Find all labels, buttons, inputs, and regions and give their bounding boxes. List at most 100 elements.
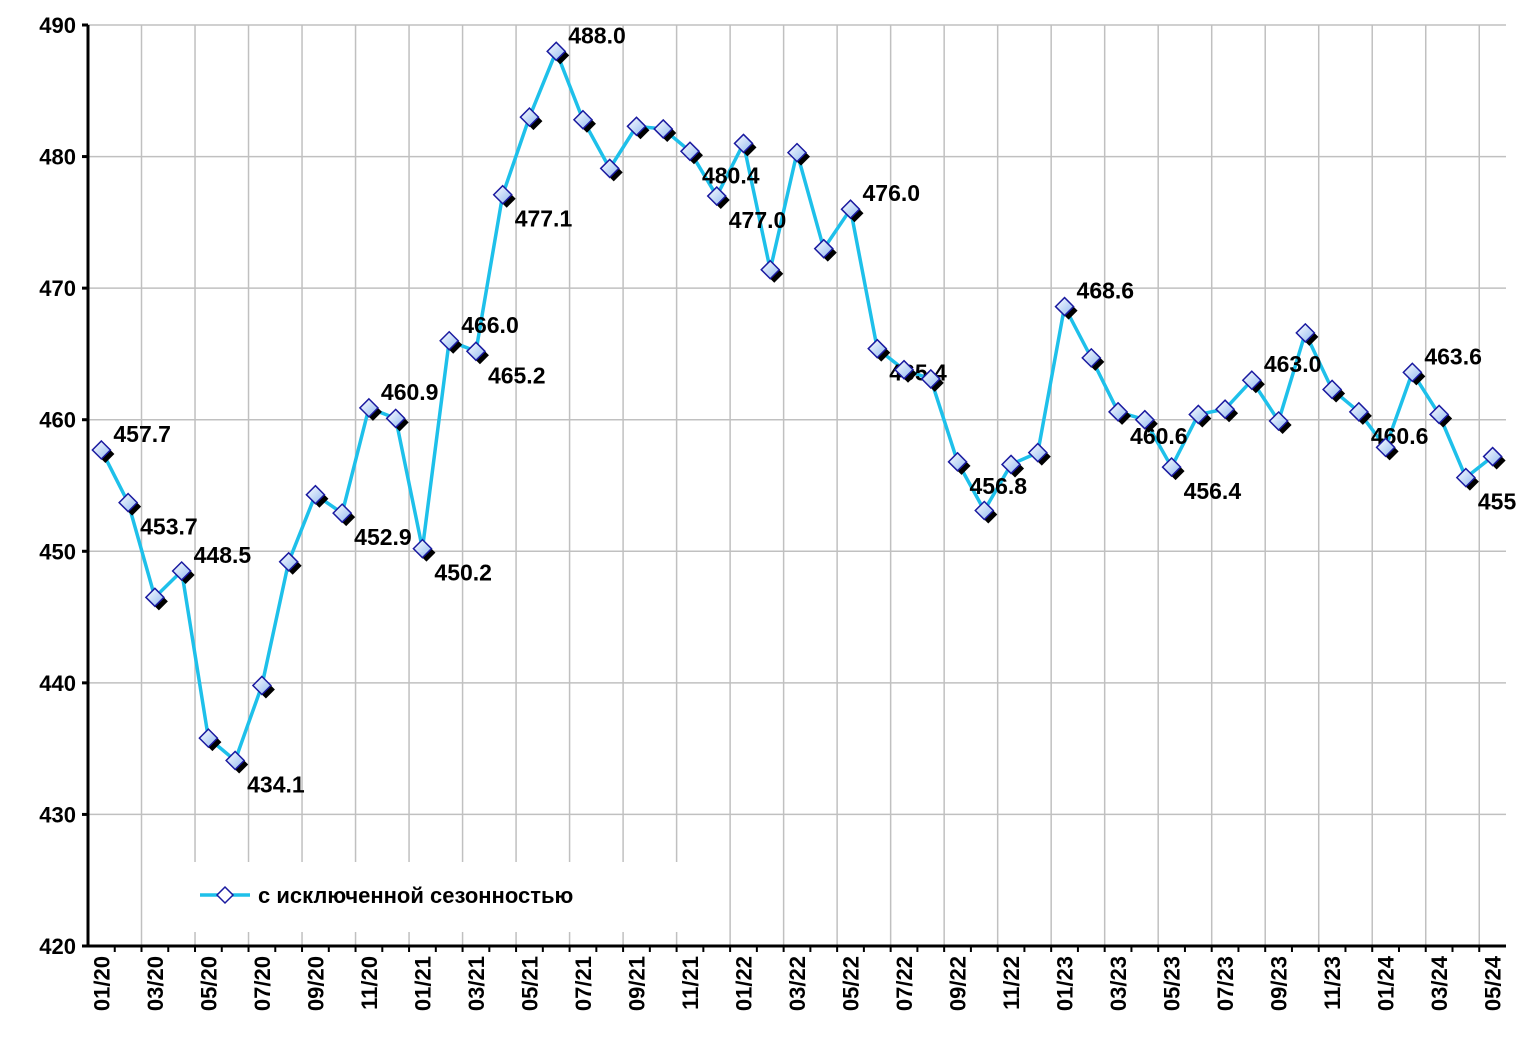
marker — [465, 341, 487, 362]
x-tick-label: 01/22 — [731, 956, 756, 1011]
x-tick-label: 09/23 — [1267, 956, 1292, 1011]
marker — [1027, 442, 1048, 463]
marker — [1348, 401, 1369, 422]
marker — [519, 107, 540, 128]
x-tick-label: 07/23 — [1213, 956, 1238, 1011]
x-tick-label: 05/23 — [1160, 956, 1185, 1011]
data-label: 456.4 — [1184, 478, 1242, 504]
data-label: 460.9 — [381, 379, 439, 405]
marker — [653, 118, 674, 140]
marker — [439, 330, 460, 351]
y-tick-label: 440 — [39, 671, 76, 696]
y-tick-label: 450 — [39, 539, 76, 564]
data-label: 463.0 — [1264, 351, 1322, 377]
marker — [760, 259, 781, 280]
marker — [1241, 370, 1262, 391]
marker — [572, 109, 594, 130]
y-tick-label: 460 — [39, 408, 76, 433]
legend-box — [150, 862, 710, 932]
y-tick-label: 420 — [39, 934, 76, 959]
marker — [679, 141, 701, 162]
x-tick-label: 05/24 — [1481, 955, 1506, 1011]
marker — [1134, 409, 1155, 430]
marker — [813, 238, 834, 259]
x-tick-label: 01/21 — [410, 956, 435, 1011]
marker — [91, 439, 112, 461]
marker — [1268, 410, 1289, 432]
x-tick-label: 03/24 — [1427, 955, 1452, 1011]
x-tick-label: 07/20 — [250, 956, 275, 1011]
x-tick-label: 03/20 — [143, 956, 168, 1011]
legend-label: с исключенной сезонностью — [258, 883, 573, 908]
marker — [786, 142, 808, 163]
x-tick-label: 09/20 — [303, 956, 328, 1011]
x-tick-label: 01/24 — [1374, 955, 1399, 1011]
marker — [358, 397, 379, 418]
marker — [546, 41, 567, 62]
marker — [1054, 296, 1075, 317]
y-tick-label: 470 — [39, 276, 76, 301]
marker — [947, 451, 968, 472]
x-tick-label: 01/20 — [89, 956, 114, 1011]
marker — [305, 484, 326, 505]
marker — [1322, 379, 1343, 400]
data-label: 450.2 — [434, 560, 492, 586]
data-label: 434.1 — [247, 771, 305, 797]
marker — [385, 408, 406, 429]
x-tick-label: 09/21 — [624, 956, 649, 1011]
marker — [225, 750, 246, 771]
data-label: 480.4 — [702, 162, 760, 188]
data-label: 455.6 — [1478, 489, 1516, 515]
data-label: 476.0 — [863, 180, 921, 206]
marker — [1482, 446, 1503, 467]
y-tick-label: 480 — [39, 145, 76, 170]
marker — [599, 158, 620, 179]
marker — [251, 675, 272, 696]
data-label: 463.6 — [1424, 343, 1482, 369]
y-tick-label: 490 — [39, 13, 76, 38]
y-tick-label: 430 — [39, 802, 76, 827]
data-label: 452.9 — [354, 524, 412, 550]
data-label: 453.7 — [140, 514, 198, 540]
x-tick-label: 05/20 — [196, 956, 221, 1011]
data-label: 488.0 — [568, 22, 626, 48]
marker — [412, 538, 433, 559]
marker — [1455, 467, 1476, 488]
marker — [144, 587, 165, 608]
marker — [1161, 457, 1182, 478]
marker — [1375, 437, 1396, 458]
x-tick-label: 05/22 — [839, 956, 864, 1011]
data-label: 460.6 — [1130, 423, 1188, 449]
legend-marker — [215, 885, 235, 905]
marker — [1188, 404, 1209, 425]
x-tick-label: 01/23 — [1053, 956, 1078, 1011]
x-tick-label: 07/21 — [571, 956, 596, 1011]
x-tick-label: 03/22 — [785, 956, 810, 1011]
data-label: 465.2 — [488, 362, 546, 388]
x-tick-label: 07/22 — [892, 956, 917, 1011]
marker — [840, 199, 861, 220]
data-label: 466.0 — [461, 312, 519, 338]
x-tick-label: 11/23 — [1320, 956, 1345, 1010]
x-tick-label: 11/21 — [678, 956, 703, 1010]
data-label: 457.7 — [113, 421, 171, 447]
marker — [1295, 322, 1316, 343]
x-tick-label: 05/21 — [517, 956, 542, 1011]
marker — [1215, 399, 1236, 420]
marker — [867, 338, 888, 359]
marker — [332, 503, 353, 524]
x-tick-label: 09/22 — [946, 956, 971, 1011]
marker — [1081, 347, 1102, 368]
data-label: 456.8 — [970, 473, 1028, 499]
marker — [492, 184, 513, 205]
marker — [198, 728, 219, 749]
data-label: 477.1 — [515, 206, 573, 232]
data-label: 477.0 — [729, 207, 787, 233]
data-label: 448.5 — [194, 542, 252, 568]
marker — [733, 133, 754, 154]
marker — [974, 500, 995, 521]
marker — [920, 368, 941, 389]
marker — [1000, 454, 1022, 475]
